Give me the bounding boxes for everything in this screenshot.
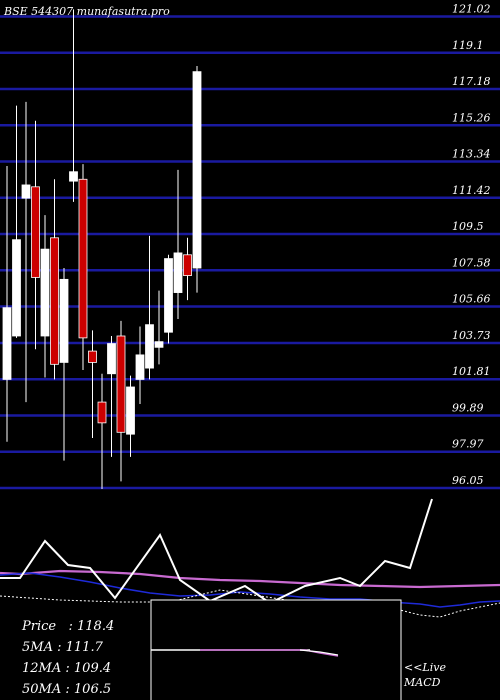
candle-body [135,354,145,380]
candle-body [50,237,59,365]
stat-12ma: 12MA : 109.4 [22,658,114,679]
candle-body [154,341,164,348]
candle-body [126,386,135,435]
stat-value: 118.4 [77,619,115,634]
ma-blue-line [0,572,500,608]
stat-5ma: 5MA : 111.7 [22,637,114,658]
y-tick-label: 101.81 [452,365,491,378]
candle [78,164,88,370]
candle-body [88,350,97,363]
candle [40,215,50,378]
stat-label: 5MA : [22,640,62,655]
macd-caption: <<Live MACD [404,660,446,690]
candle [59,268,69,461]
candle [31,120,40,350]
candle-body [192,71,202,269]
moving-average-stats: Price : 118.4 5MA : 111.7 12MA : 109.4 5… [22,616,114,700]
live-label: <<Live [404,661,446,674]
y-tick-label: 105.66 [452,293,491,306]
candle [88,330,97,438]
y-tick-label: 103.73 [452,329,491,342]
candle [145,235,154,380]
indicator-panel [0,498,500,700]
candle [107,335,116,457]
candle-body [78,178,88,339]
candle-body [31,186,40,278]
y-tick-label: 115.26 [452,111,491,124]
candle-body [173,252,183,293]
candle [69,9,78,202]
y-axis-labels: 121.02 119.1 117.18 115.26 113.34 111.42 109.5… [452,3,491,488]
candle [21,101,31,403]
candle-body [183,254,192,276]
candle-body [12,239,21,337]
price-line [0,498,433,605]
candle-body [69,171,78,182]
candle [116,320,126,482]
y-tick-label: 117.18 [452,75,491,88]
y-tick-label: 107.58 [452,256,491,269]
candle [97,373,107,489]
candle-body [107,343,116,375]
candles [2,9,202,489]
candle-body [59,278,69,363]
chart-title: BSE 544307 munafasutra.pro [3,5,170,18]
candle-body [97,401,107,424]
stat-price: Price : 118.4 [22,616,114,637]
stat-value: 111.7 [65,640,103,655]
y-tick-label: 97.97 [452,438,484,451]
y-tick-label: 109.5 [452,220,484,233]
stat-label: 50MA : [22,682,70,697]
stat-label: Price : [22,619,73,634]
ma-pink-line [0,569,500,589]
y-tick-label: 119.1 [452,39,484,52]
candle-body [164,258,173,333]
candle-body [2,307,12,380]
candle-body [116,335,126,433]
candle [2,166,12,442]
y-tick-label: 111.42 [452,184,491,197]
y-tick-label: 121.02 [452,3,491,16]
y-tick-label: 99.89 [452,401,484,414]
stat-label: 12MA : [22,661,70,676]
candle-body [40,248,50,337]
candle-body [145,324,154,369]
candle [164,254,173,344]
candle [12,105,21,338]
candle [192,65,202,293]
candle [50,179,59,380]
price-grid [0,15,500,490]
candle [135,326,145,404]
candle [126,375,135,457]
stat-value: 109.4 [73,661,112,676]
candle [173,169,183,320]
macd-label: MACD [404,676,441,689]
stat-value: 106.5 [73,682,112,697]
macd-signal-line [299,649,339,656]
y-tick-label: 113.34 [452,148,491,161]
dotted-line [0,589,500,618]
stat-50ma: 50MA : 106.5 [22,679,114,700]
y-tick-label: 96.05 [452,474,484,487]
candle [183,237,192,301]
candle [154,290,164,365]
candle-body [21,184,31,199]
